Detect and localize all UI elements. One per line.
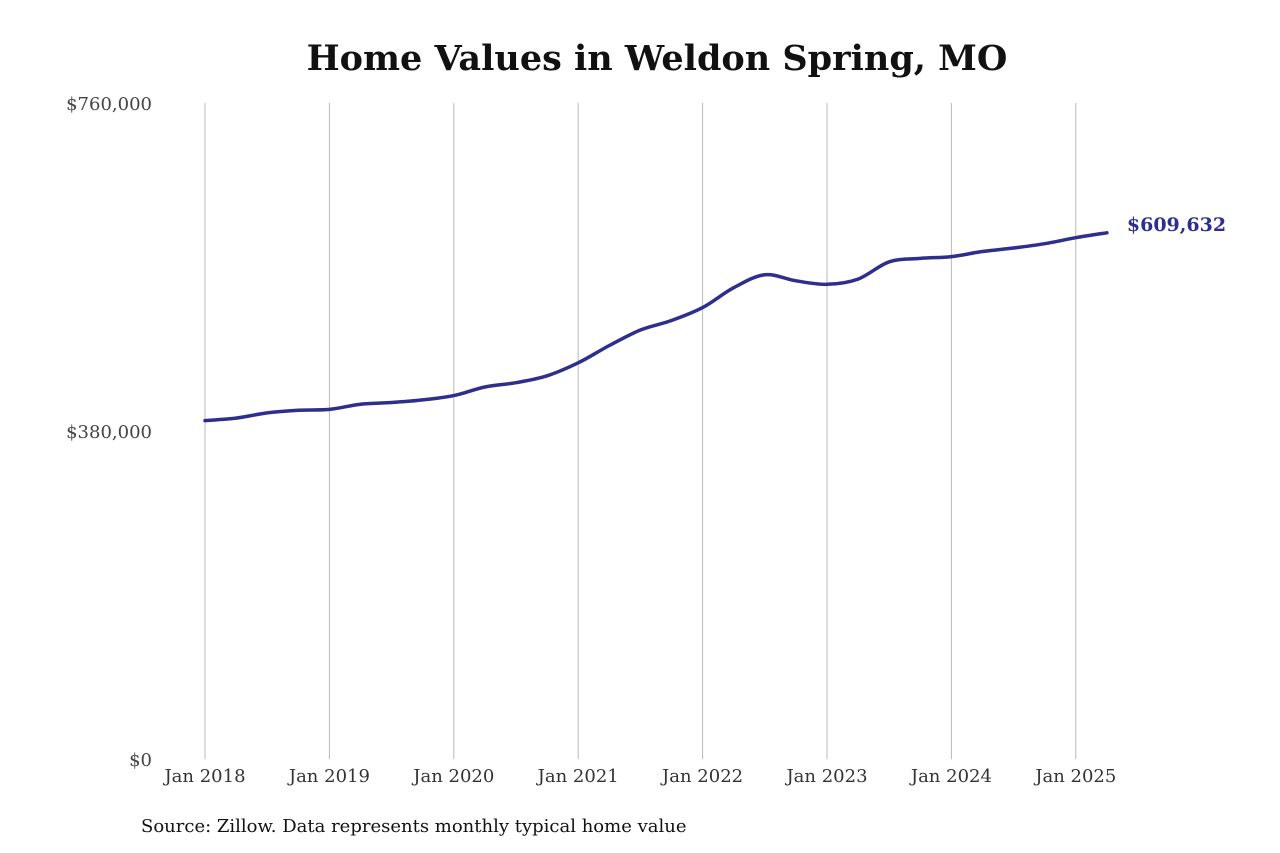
- x-tick-label: Jan 2025: [1033, 766, 1116, 787]
- x-tick-label: Jan 2024: [909, 766, 992, 787]
- end-value-label: $609,632: [1127, 214, 1226, 236]
- source-note: Source: Zillow. Data represents monthly …: [141, 816, 687, 837]
- y-tick-label: $380,000: [66, 422, 152, 443]
- y-axis-ticks: $0 $380,000 $760,000: [66, 94, 152, 771]
- y-tick-label: $760,000: [66, 94, 152, 115]
- x-tick-label: Jan 2023: [784, 766, 867, 787]
- x-tick-label: Jan 2018: [162, 766, 245, 787]
- series-line-home-value: [203, 231, 1109, 423]
- x-tick-label: Jan 2022: [660, 766, 743, 787]
- gridlines: [204, 103, 1077, 759]
- y-tick-label: $0: [129, 750, 152, 771]
- chart-title: Home Values in Weldon Spring, MO: [306, 38, 1008, 79]
- x-tick-label: Jan 2020: [411, 766, 494, 787]
- x-axis-ticks: Jan 2018 Jan 2019 Jan 2020 Jan 2021 Jan 2022…: [162, 766, 1116, 787]
- x-tick-label: Jan 2019: [287, 766, 370, 787]
- x-tick-label: Jan 2021: [536, 766, 619, 787]
